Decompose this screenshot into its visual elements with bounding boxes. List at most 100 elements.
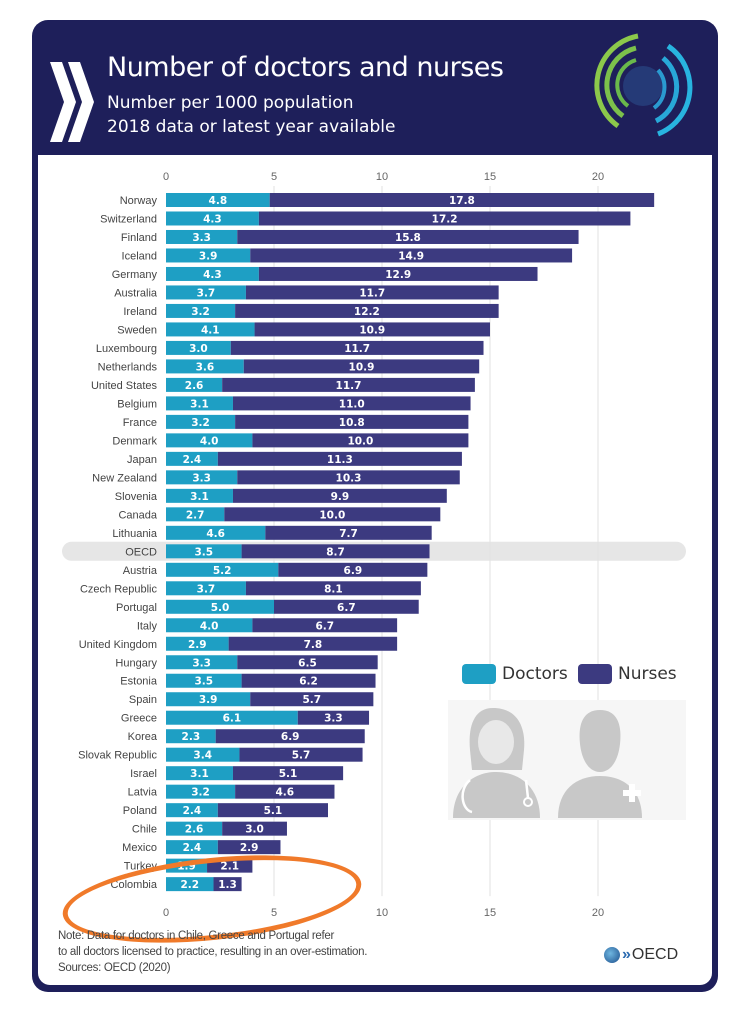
category-label: Luxembourg [96, 343, 157, 355]
nurses-bar [215, 729, 365, 744]
nurses-bar [265, 525, 432, 540]
doctors-value-label: 4.8 [209, 195, 228, 207]
legend-nurses-label: Nurses [618, 664, 677, 684]
oecd-logo: » OECD [604, 946, 678, 964]
doctors-bar [166, 803, 218, 818]
doctors-bar [166, 488, 233, 503]
globe-icon [604, 947, 620, 963]
nurses-value-label: 10.0 [319, 509, 345, 521]
doctors-bar [166, 266, 259, 281]
nurses-value-label: 5.7 [292, 750, 311, 762]
nurses-bar [232, 488, 447, 503]
doctors-bar [166, 377, 223, 392]
doctors-value-label: 3.7 [197, 287, 216, 299]
doctors-value-label: 3.1 [190, 491, 209, 503]
nurses-bar [237, 470, 460, 485]
doctors-bar [166, 710, 298, 725]
nurses-bar [250, 248, 573, 263]
nurses-value-label: 3.3 [324, 713, 343, 725]
footnote: Note: Data for doctors in Chile, Greece … [58, 928, 367, 976]
doctors-value-label: 2.4 [183, 454, 202, 466]
category-label: Iceland [122, 250, 157, 262]
doctors-value-label: 5.2 [213, 565, 232, 577]
doctors-value-label: 3.1 [190, 768, 209, 780]
category-label: Poland [123, 805, 157, 817]
category-label: Australia [114, 287, 158, 299]
doctors-value-label: 2.4 [183, 842, 202, 854]
nurses-bar [241, 544, 430, 559]
doctors-bar [166, 618, 253, 633]
category-label: Czech Republic [80, 583, 158, 595]
nurses-bar [254, 322, 490, 337]
nurses-bar [241, 673, 376, 688]
nurses-bar [252, 618, 398, 633]
doctors-value-label: 3.6 [196, 361, 215, 373]
category-label: Ireland [123, 306, 157, 318]
nurses-bar [222, 377, 475, 392]
doctors-bar [166, 322, 255, 337]
x-tick-label-bottom: 0 [163, 907, 169, 919]
nurses-value-label: 10.3 [336, 472, 362, 484]
doctors-value-label: 4.3 [203, 213, 222, 225]
doctors-bar [166, 562, 279, 577]
doctors-value-label: 3.7 [197, 583, 216, 595]
doctors-value-label: 2.7 [186, 509, 205, 521]
category-label: Latvia [128, 787, 158, 799]
source-line: Sources: OECD (2020) [58, 962, 171, 974]
doctors-bar [166, 544, 242, 559]
doctors-bar [166, 840, 218, 855]
nurses-value-label: 2.9 [240, 842, 259, 854]
category-label: Netherlands [98, 361, 158, 373]
nurses-value-label: 11.0 [339, 398, 365, 410]
doctors-value-label: 4.1 [201, 324, 220, 336]
doctors-value-label: 2.2 [180, 879, 199, 891]
doctors-bar [166, 747, 240, 762]
nurses-value-label: 3.0 [245, 824, 264, 836]
nurses-bar [274, 599, 419, 614]
nurses-value-label: 15.8 [395, 232, 421, 244]
category-label: Italy [137, 620, 158, 632]
nurses-bar [237, 655, 378, 670]
nurses-value-label: 1.3 [218, 879, 237, 891]
category-label: Spain [129, 694, 157, 706]
category-label: Denmark [112, 435, 157, 447]
nurses-value-label: 11.3 [327, 454, 353, 466]
doctors-bar [166, 451, 218, 466]
nurses-bar [269, 193, 655, 207]
nurses-bar [235, 784, 335, 799]
category-label: Mexico [122, 842, 157, 854]
nurses-bar [232, 396, 471, 411]
doctors-value-label: 1.9 [177, 861, 196, 873]
doctors-bar [166, 229, 238, 244]
category-label: Portugal [116, 602, 157, 614]
legend-doctors: Doctors [462, 664, 568, 684]
category-label: Israel [130, 768, 157, 780]
nurses-value-label: 8.1 [324, 583, 343, 595]
nurses-bar [230, 340, 484, 355]
doctors-bar [166, 470, 238, 485]
doctors-bar [166, 581, 246, 596]
doctors-bar [166, 858, 208, 873]
nurses-value-label: 6.5 [298, 657, 317, 669]
x-tick-label-bottom: 10 [376, 907, 388, 919]
note-line-2: to all doctors licensed to practice, res… [58, 946, 368, 958]
category-label: Korea [128, 731, 158, 743]
category-label: Greece [121, 713, 157, 725]
chevron-icon: » [622, 946, 631, 963]
nurses-value-label: 17.2 [432, 213, 458, 225]
doctors-bar [166, 599, 274, 614]
nurses-value-label: 10.9 [349, 361, 375, 373]
doctors-bar [166, 303, 236, 318]
x-tick-label-bottom: 20 [592, 907, 604, 919]
doctors-swatch [462, 664, 496, 684]
doctors-bar [166, 507, 225, 522]
category-label: Slovenia [115, 491, 158, 503]
oecd-chevron-icon [50, 62, 94, 142]
category-label: United States [91, 380, 158, 392]
doctors-value-label: 3.4 [193, 750, 212, 762]
x-tick-label-top: 10 [376, 171, 388, 183]
legend-nurses: Nurses [578, 664, 677, 684]
doctors-value-label: 3.3 [192, 232, 211, 244]
doctors-value-label: 3.2 [191, 787, 210, 799]
nurses-value-label: 4.6 [275, 787, 294, 799]
